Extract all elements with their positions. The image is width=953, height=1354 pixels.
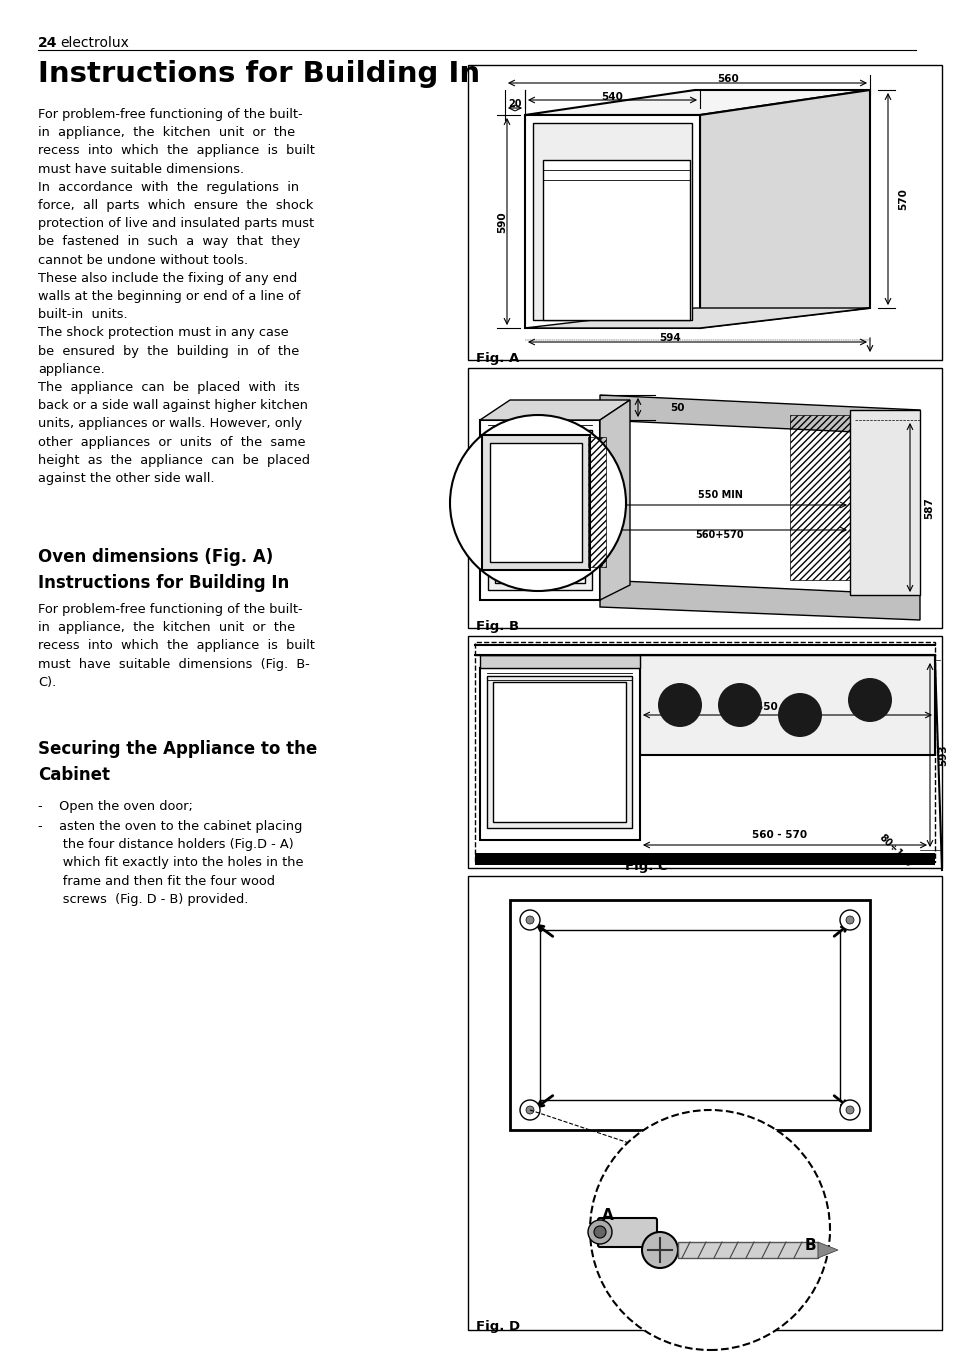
Polygon shape bbox=[599, 399, 629, 600]
Circle shape bbox=[847, 678, 891, 722]
Bar bbox=[678, 1242, 817, 1258]
Text: 587: 587 bbox=[923, 497, 933, 519]
Bar bbox=[468, 368, 941, 628]
Polygon shape bbox=[475, 853, 934, 865]
Circle shape bbox=[519, 1099, 539, 1120]
Polygon shape bbox=[533, 123, 691, 320]
FancyBboxPatch shape bbox=[598, 1219, 657, 1247]
Text: 550 MIN: 550 MIN bbox=[697, 490, 741, 500]
Bar bbox=[639, 655, 934, 756]
Text: A: A bbox=[601, 1208, 613, 1223]
Polygon shape bbox=[479, 399, 629, 420]
Circle shape bbox=[594, 1225, 605, 1238]
Text: -    Open the oven door;: - Open the oven door; bbox=[38, 800, 193, 812]
Bar bbox=[486, 676, 631, 829]
Polygon shape bbox=[479, 668, 639, 839]
Bar bbox=[542, 160, 689, 320]
Text: 50: 50 bbox=[669, 403, 684, 413]
Bar bbox=[468, 65, 941, 360]
Circle shape bbox=[525, 1106, 534, 1114]
Text: Fig. D: Fig. D bbox=[476, 1320, 519, 1332]
Text: Instructions for Building In: Instructions for Building In bbox=[38, 574, 289, 592]
Text: Fig. C: Fig. C bbox=[624, 860, 667, 873]
Bar bbox=[493, 682, 625, 822]
Text: 550 MIN: 550 MIN bbox=[755, 701, 803, 712]
Text: For problem-free functioning of the built-
in  appliance,  the  kitchen  unit  o: For problem-free functioning of the buil… bbox=[38, 108, 314, 485]
Text: Instructions for Building In: Instructions for Building In bbox=[38, 60, 479, 88]
Bar bbox=[587, 437, 605, 567]
Circle shape bbox=[845, 1106, 853, 1114]
Polygon shape bbox=[849, 410, 919, 594]
Polygon shape bbox=[700, 89, 869, 328]
Text: Cabinet: Cabinet bbox=[38, 766, 110, 784]
Text: 540: 540 bbox=[600, 92, 622, 102]
Polygon shape bbox=[479, 420, 599, 600]
Text: 80÷100: 80÷100 bbox=[876, 831, 912, 869]
Text: 594: 594 bbox=[659, 333, 680, 343]
Text: 570: 570 bbox=[897, 188, 907, 210]
Bar bbox=[488, 431, 592, 590]
Text: 20: 20 bbox=[508, 99, 521, 110]
Polygon shape bbox=[524, 115, 700, 328]
Text: 560 - 570: 560 - 570 bbox=[752, 830, 807, 839]
Circle shape bbox=[658, 682, 701, 727]
Text: Oven dimensions (Fig. A): Oven dimensions (Fig. A) bbox=[38, 548, 273, 566]
Bar bbox=[468, 636, 941, 868]
Text: 560+570: 560+570 bbox=[695, 529, 743, 540]
Circle shape bbox=[778, 693, 821, 737]
Polygon shape bbox=[817, 1242, 837, 1258]
Bar bbox=[539, 930, 840, 1099]
Circle shape bbox=[840, 1099, 859, 1120]
Polygon shape bbox=[479, 655, 639, 668]
Bar bbox=[789, 414, 849, 580]
Text: -    asten the oven to the cabinet placing
      the four distance holders (Fig.: - asten the oven to the cabinet placing … bbox=[38, 821, 303, 906]
Bar bbox=[475, 642, 934, 862]
Text: For problem-free functioning of the built-
in  appliance,  the  kitchen  unit  o: For problem-free functioning of the buil… bbox=[38, 603, 314, 689]
Polygon shape bbox=[524, 307, 869, 328]
Circle shape bbox=[641, 1232, 678, 1267]
Polygon shape bbox=[599, 580, 919, 620]
Text: B: B bbox=[803, 1238, 815, 1252]
Bar bbox=[481, 435, 589, 570]
Circle shape bbox=[450, 414, 625, 590]
Bar bbox=[510, 900, 869, 1131]
Text: 560: 560 bbox=[717, 74, 739, 84]
Circle shape bbox=[587, 1220, 612, 1244]
Text: 24: 24 bbox=[38, 37, 57, 50]
Text: 590: 590 bbox=[497, 211, 506, 233]
Text: Fig. A: Fig. A bbox=[476, 352, 518, 366]
Circle shape bbox=[519, 910, 539, 930]
Bar bbox=[468, 876, 941, 1330]
Text: electrolux: electrolux bbox=[60, 37, 129, 50]
Text: Securing the Appliance to the: Securing the Appliance to the bbox=[38, 741, 317, 758]
Polygon shape bbox=[599, 395, 919, 435]
Circle shape bbox=[845, 917, 853, 923]
Polygon shape bbox=[524, 89, 869, 115]
Text: 593: 593 bbox=[937, 745, 947, 766]
Circle shape bbox=[718, 682, 761, 727]
Circle shape bbox=[840, 910, 859, 930]
Bar bbox=[490, 443, 581, 562]
Bar bbox=[495, 437, 584, 584]
Circle shape bbox=[525, 917, 534, 923]
Text: Fig. B: Fig. B bbox=[476, 620, 518, 634]
Circle shape bbox=[589, 1110, 829, 1350]
